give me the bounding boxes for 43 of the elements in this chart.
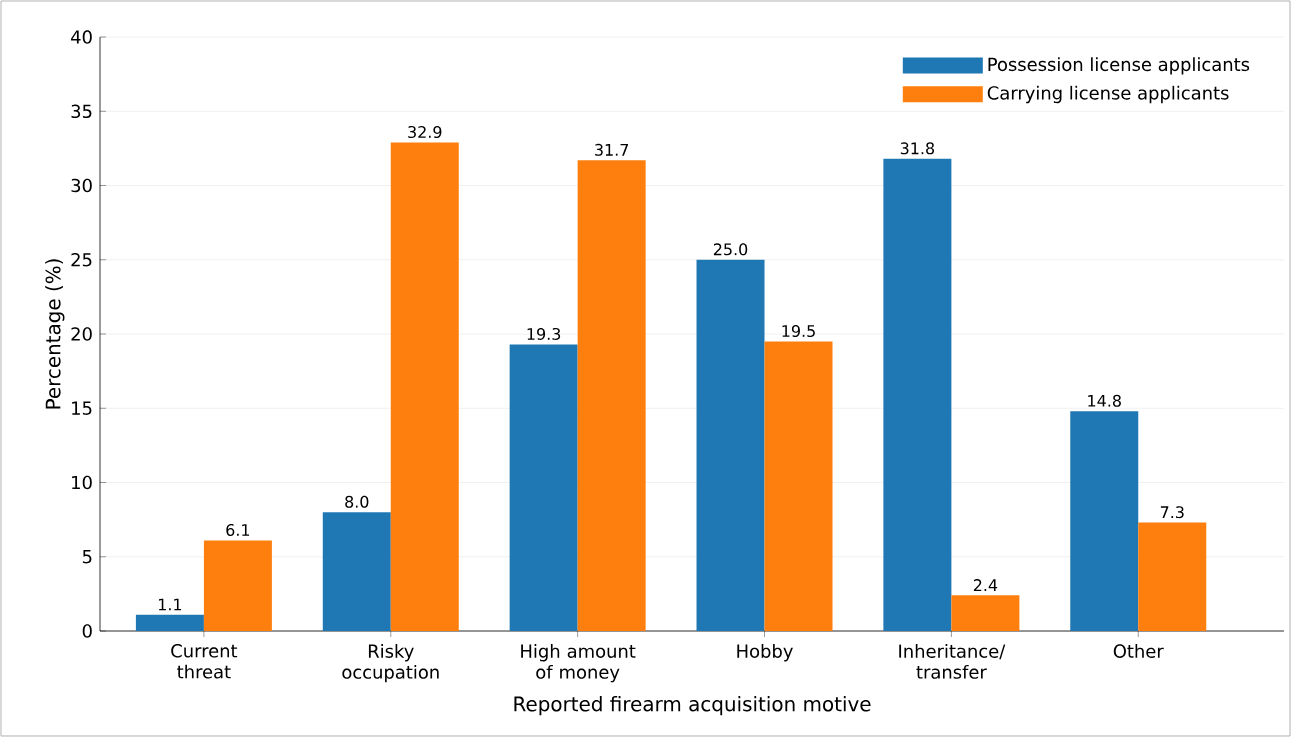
y-tick-label: 35 — [71, 104, 92, 119]
y-tick-label: 40 — [71, 30, 92, 44]
data-label: 19.5 — [782, 324, 815, 338]
y-tick-label: 10 — [72, 475, 92, 490]
x-tick-label: Inheritance/ transfer — [899, 644, 1006, 679]
bar — [203, 540, 272, 631]
data-label: 8.0 — [345, 495, 369, 508]
data-label: 19.3 — [527, 327, 561, 340]
x-tick-label: Current threat — [171, 644, 238, 679]
data-label: 1.1 — [158, 598, 182, 611]
bar — [951, 595, 1020, 631]
data-label: 31.7 — [595, 143, 629, 156]
data-label: 32.9 — [408, 125, 442, 139]
data-label: 25.0 — [713, 243, 748, 256]
bar — [764, 341, 833, 631]
x-tick-label: Hobby — [737, 644, 793, 662]
data-label: 7.3 — [1160, 506, 1184, 519]
bar — [696, 259, 765, 631]
x-tick-label: Risky occupation — [342, 644, 439, 683]
bar — [1138, 522, 1207, 631]
x-axis-title: Reported firearm acquisition motive — [514, 695, 871, 716]
bar — [509, 344, 578, 631]
x-tick-label: High amount of money — [521, 644, 636, 683]
data-label: 6.1 — [226, 523, 250, 537]
y-tick-label: 15 — [72, 401, 92, 415]
y-tick-label: 30 — [71, 178, 92, 193]
bar — [322, 512, 391, 631]
legend-label: Carrying license applicants — [987, 85, 1229, 104]
y-axis-title: Percentage (%) — [45, 259, 65, 409]
bar — [390, 142, 459, 631]
data-label: 31.8 — [900, 142, 935, 155]
bar — [577, 160, 646, 631]
bar — [135, 614, 204, 631]
data-label: 2.4 — [973, 579, 998, 591]
data-label: 14.8 — [1088, 394, 1121, 407]
y-tick-label: 25 — [71, 252, 92, 267]
bar — [883, 158, 952, 631]
bar — [1070, 411, 1139, 631]
y-tick-label: 20 — [71, 327, 92, 341]
y-tick-label: 0 — [82, 624, 92, 638]
legend-label: Possession license applicants — [988, 57, 1250, 75]
x-tick-label: Other — [1113, 644, 1164, 658]
y-tick-label: 5 — [82, 550, 92, 564]
